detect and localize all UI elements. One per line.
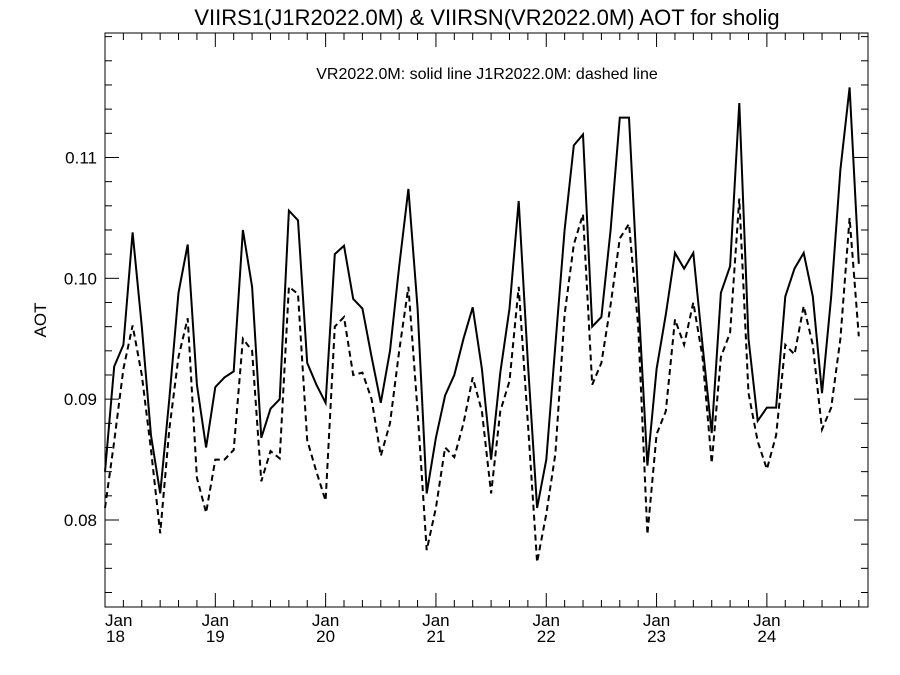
x-tick-label-month: Jan bbox=[312, 611, 339, 630]
plot-frame bbox=[104, 32, 869, 608]
x-tick-label-year: 18 bbox=[106, 627, 125, 646]
x-tick-label-year: 23 bbox=[647, 627, 666, 646]
y-axis-label: AOT bbox=[31, 303, 50, 338]
x-tick-label-month: Jan bbox=[105, 611, 132, 630]
x-tick-label-year: 20 bbox=[316, 627, 335, 646]
x-tick-label-year: 19 bbox=[206, 627, 225, 646]
x-tick-label-month: Jan bbox=[202, 611, 229, 630]
x-tick-label-month: Jan bbox=[533, 611, 560, 630]
x-tick-label-year: 21 bbox=[426, 627, 445, 646]
series-line-vr2022-solid bbox=[104, 87, 860, 509]
x-tick-label-month: Jan bbox=[643, 611, 670, 630]
x-tick-label-year: 22 bbox=[537, 627, 556, 646]
x-tick-label-month: Jan bbox=[753, 611, 780, 630]
chart-title: VIIRS1(J1R2022.0M) & VIIRSN(VR2022.0M) A… bbox=[194, 5, 779, 30]
y-tick-label: 0.08 bbox=[64, 511, 97, 530]
y-axis-ticks: 0.08 0.09 0.10 0.11 bbox=[64, 36, 868, 593]
y-tick-label: 0.09 bbox=[64, 390, 97, 409]
series-layer bbox=[104, 87, 860, 563]
x-tick-label-year: 24 bbox=[757, 627, 776, 646]
y-tick-label: 0.11 bbox=[65, 148, 97, 167]
x-tick-label-month: Jan bbox=[422, 611, 449, 630]
chart-legend-text: VR2022.0M: solid line J1R2022.0M: dashed… bbox=[316, 66, 658, 83]
series-line-j1r2022-dashed bbox=[104, 198, 860, 563]
y-tick-label: 0.10 bbox=[64, 269, 97, 288]
